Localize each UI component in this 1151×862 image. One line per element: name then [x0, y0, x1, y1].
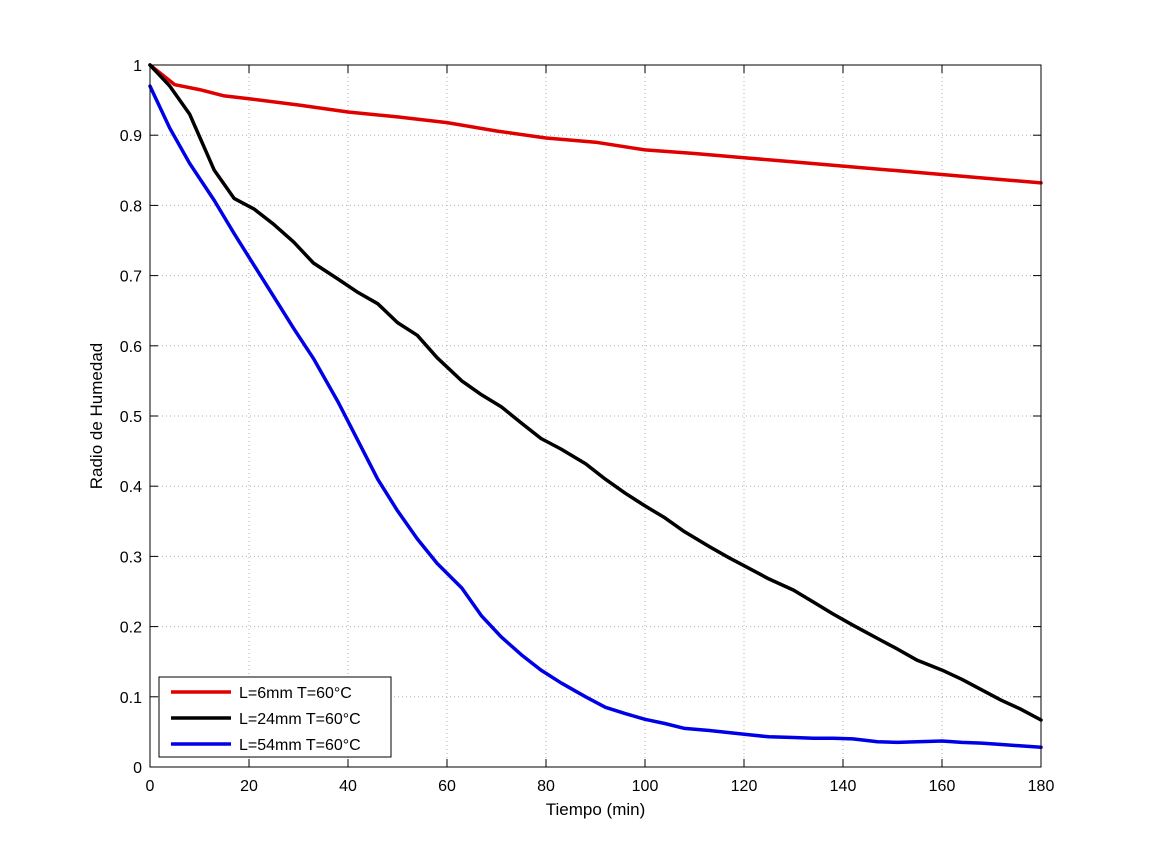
legend-entry-3: L=54mm T=60°C: [171, 737, 361, 754]
x-tick-label: 40: [339, 778, 357, 795]
y-tick-label: 0.2: [120, 620, 142, 637]
y-tick-label: 0.1: [120, 690, 142, 707]
legend-label: L=6mm T=60°C: [239, 685, 352, 702]
grid-lines: [150, 65, 1041, 767]
x-tick-label: 180: [1028, 778, 1055, 795]
x-tick-label: 0: [146, 778, 155, 795]
series-line-2: [148, 63, 1043, 722]
x-tick-label: 120: [731, 778, 758, 795]
x-tick-label: 80: [537, 778, 555, 795]
y-tick-label: 0.7: [120, 269, 142, 286]
tick-marks: [149, 64, 1042, 768]
x-tick-label: 20: [240, 778, 258, 795]
y-tick-label: 0.8: [120, 198, 142, 215]
series-line-1: [148, 63, 1043, 185]
series-line-3: [148, 84, 1043, 750]
tick-labels: 0 20 40 60 80 100 120 140 160 180 0 0.1 0.2 0.3 0.4 0.5…: [120, 58, 1055, 795]
y-tick-label: 0.4: [120, 479, 142, 496]
y-tick-label: 0.5: [120, 409, 142, 426]
legend-entry-1: L=6mm T=60°C: [171, 685, 352, 702]
x-tick-label: 160: [929, 778, 956, 795]
legend-entry-2: L=24mm T=60°C: [171, 711, 361, 728]
x-tick-label: 60: [438, 778, 456, 795]
y-tick-label: 0: [133, 760, 142, 777]
series-layer: [148, 63, 1043, 750]
x-axis-label: Tiempo (min): [546, 800, 646, 819]
y-axis-label: Radio de Humedad: [87, 343, 106, 489]
legend-label: L=24mm T=60°C: [239, 711, 361, 728]
y-tick-label: 0.6: [120, 339, 142, 356]
y-tick-label: 0.3: [120, 549, 142, 566]
y-tick-label: 0.9: [120, 128, 142, 145]
y-tick-label: 1: [133, 58, 142, 75]
x-tick-label: 140: [830, 778, 857, 795]
x-tick-label: 100: [632, 778, 659, 795]
legend-label: L=54mm T=60°C: [239, 737, 361, 754]
legend: L=6mm T=60°C L=24mm T=60°C L=54mm T=60°C: [158, 676, 392, 758]
